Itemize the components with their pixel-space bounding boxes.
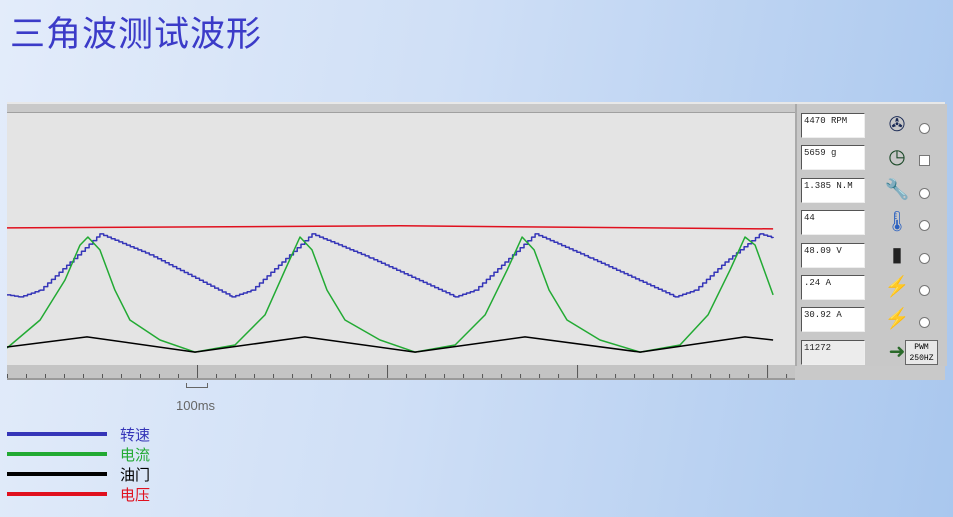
fan-icon: ✇ — [888, 114, 906, 136]
car-battery-current-icon: ⚡ — [884, 308, 910, 331]
plot-area — [7, 112, 795, 366]
waveform-chart — [7, 225, 774, 353]
readout-field: 48.09 V — [801, 242, 865, 268]
readout-field: 5659 g — [801, 145, 865, 171]
legend-label: 转速 — [120, 426, 151, 444]
legend-label: 电流 — [120, 446, 151, 464]
wrench-icon: 🔧 — [884, 178, 910, 201]
battery-icon: ▮ — [891, 243, 903, 266]
readout-field: 30.92 A — [801, 307, 865, 333]
legend-swatch — [7, 472, 107, 476]
legend-label: 电压 — [120, 486, 151, 504]
pwm-frequency: 250HZ — [909, 354, 934, 363]
readout-radio[interactable] — [919, 252, 930, 264]
readout-radio[interactable] — [919, 187, 930, 199]
legend-swatch — [7, 492, 107, 496]
time-ruler — [7, 365, 795, 380]
arrow-diamond-icon: ➜ — [888, 340, 906, 363]
readout-radio[interactable] — [919, 285, 930, 296]
readout-field: .24 A — [801, 275, 865, 300]
gauge-icon: ◷ — [888, 146, 906, 169]
pwm-button[interactable]: PWM 250HZ — [905, 340, 938, 365]
readout-field: 4470 RPM — [801, 113, 865, 138]
legend-swatch — [7, 452, 107, 456]
readout-field: 11272 — [801, 339, 865, 365]
readout-radio[interactable] — [919, 317, 930, 329]
legend-swatch — [7, 432, 107, 436]
pwm-label: PWM — [914, 343, 929, 352]
legend-label: 油门 — [120, 466, 151, 484]
series-line — [7, 233, 774, 298]
readout-field: 1.385 N.M — [801, 177, 865, 203]
scale-label: 100ms — [176, 398, 216, 413]
readout-field: 44 — [801, 210, 865, 236]
series-line — [7, 236, 774, 353]
series-line — [7, 336, 774, 353]
thermometer-icon: 🌡 — [884, 211, 910, 234]
readout-radio[interactable] — [919, 123, 930, 134]
scale-bar — [186, 383, 208, 388]
page-title: 三角波测试波形 — [10, 15, 263, 55]
series-line — [7, 225, 774, 230]
car-battery-current-icon: ⚡ — [884, 276, 910, 298]
readout-radio[interactable] — [919, 220, 930, 232]
readout-checkbox[interactable] — [919, 155, 930, 167]
